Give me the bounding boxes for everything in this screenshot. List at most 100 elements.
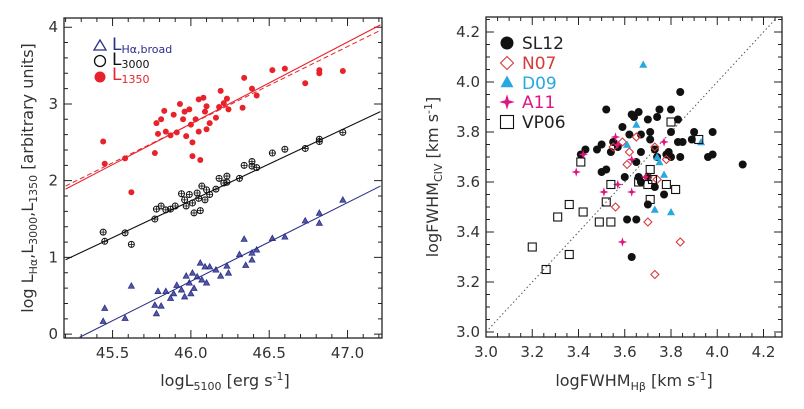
- data-point: [167, 132, 174, 139]
- data-point: [643, 115, 652, 124]
- x-tick-label: 3.0: [474, 343, 498, 361]
- data-point: [315, 219, 324, 226]
- data-point: [223, 178, 231, 186]
- series-2: [623, 60, 706, 216]
- data-point: [153, 120, 160, 127]
- data-point: [253, 92, 260, 99]
- data-point: [708, 128, 717, 136]
- data-point: [553, 212, 563, 222]
- one-to-one-line: [486, 17, 779, 333]
- data-point: [578, 149, 588, 160]
- data-point: [192, 116, 199, 123]
- data-point: [315, 138, 323, 146]
- data-point: [667, 128, 675, 136]
- series-0: [576, 88, 747, 261]
- data-point: [220, 100, 227, 107]
- data-point: [597, 168, 606, 176]
- data-point: [301, 216, 309, 224]
- x-tick-label: 4.2: [752, 343, 776, 361]
- data-point: [99, 317, 107, 324]
- data-point: [151, 150, 158, 157]
- data-point: [190, 209, 198, 217]
- data-point: [646, 128, 655, 136]
- y-tick-label: 1: [48, 248, 58, 266]
- legend-marker: [500, 36, 514, 50]
- data-point: [697, 138, 706, 146]
- data-point: [675, 237, 686, 247]
- data-point: [198, 182, 206, 190]
- data-point: [653, 113, 662, 121]
- left-x-axis-label: logL5100 [erg s-1]: [160, 370, 290, 393]
- data-point: [655, 158, 664, 166]
- data-point: [578, 207, 588, 217]
- data-point: [527, 242, 537, 252]
- x-tick-label: 47.0: [331, 344, 364, 362]
- left-panel-luminosity: 45.5 46.0 46.5 47.0 0 1 2 3 4: [48, 17, 383, 362]
- data-point: [195, 194, 203, 202]
- fit-line: [79, 185, 381, 338]
- legend-filled-circle-marker: [94, 71, 106, 83]
- data-point: [301, 144, 309, 152]
- data-point: [690, 128, 699, 136]
- data-point: [188, 199, 196, 207]
- data-point: [195, 96, 202, 103]
- data-point: [650, 145, 659, 154]
- data-point: [650, 205, 659, 213]
- data-point: [617, 137, 628, 147]
- data-point: [196, 207, 204, 215]
- data-point: [122, 155, 129, 162]
- data-point: [652, 174, 662, 185]
- plot-frame: [63, 17, 383, 339]
- series-3: [571, 132, 669, 247]
- data-point: [738, 160, 747, 169]
- data-point: [101, 304, 109, 311]
- data-point: [632, 120, 641, 128]
- data-point: [181, 196, 189, 204]
- data-point: [268, 149, 276, 157]
- data-point: [182, 202, 190, 210]
- data-point: [235, 250, 244, 258]
- data-point: [594, 217, 604, 227]
- fit-line: [65, 24, 381, 190]
- data-point: [170, 111, 177, 118]
- data-point: [631, 132, 642, 142]
- data-point: [627, 253, 636, 261]
- data-point: [223, 95, 230, 102]
- right-legend: SL12 N07 D09 A11 VP06: [499, 34, 566, 133]
- data-point: [187, 121, 194, 128]
- data-point: [152, 309, 161, 317]
- data-point: [253, 245, 261, 253]
- data-point: [183, 133, 190, 140]
- legend-label-vp06: VP06: [522, 113, 566, 133]
- data-point: [180, 116, 187, 123]
- data-point: [127, 281, 136, 289]
- data-point: [708, 150, 717, 159]
- right-y-axis-label: logFWHMCIV [km s-1]: [422, 97, 445, 258]
- left-legend: LHα,broad L3000 L1350: [92, 35, 172, 86]
- data-point: [189, 139, 196, 146]
- data-point: [643, 179, 653, 190]
- data-point: [671, 184, 681, 195]
- data-point: [151, 301, 159, 308]
- data-point: [212, 265, 220, 273]
- legend-label-a11: A11: [522, 93, 555, 113]
- data-point: [217, 87, 224, 94]
- data-point: [624, 147, 635, 157]
- series-2: [100, 65, 346, 196]
- data-point: [203, 126, 210, 133]
- data-point: [281, 145, 289, 153]
- data-point: [647, 174, 658, 185]
- data-point: [121, 314, 129, 321]
- data-point: [623, 215, 632, 224]
- y-tick-label: 3.2: [456, 273, 480, 291]
- data-point: [173, 129, 180, 136]
- data-point: [666, 117, 676, 127]
- legend-label-halpha: LHα,broad: [112, 35, 172, 56]
- plot-frame: [485, 16, 783, 338]
- legend-marker: [499, 114, 515, 130]
- data-point: [151, 215, 159, 223]
- data-point: [212, 114, 219, 121]
- data-point: [636, 130, 645, 139]
- data-point: [212, 185, 220, 193]
- data-point: [643, 200, 652, 209]
